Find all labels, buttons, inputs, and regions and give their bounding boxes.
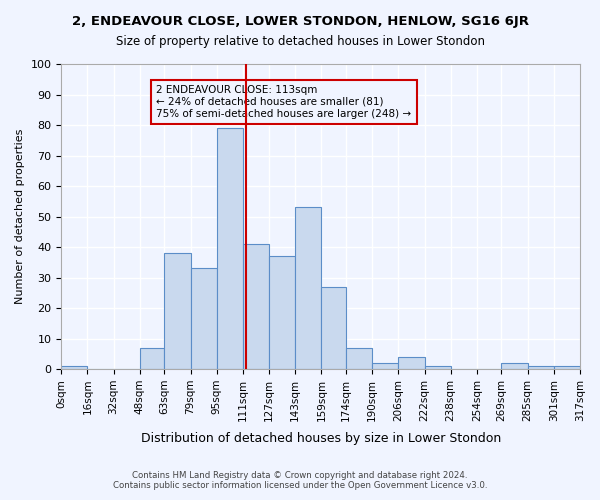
Bar [140, 348, 164, 369]
Bar [322, 286, 346, 369]
Text: Contains HM Land Registry data © Crown copyright and database right 2024.
Contai: Contains HM Land Registry data © Crown c… [113, 470, 487, 490]
Bar [164, 253, 191, 369]
Text: 2 ENDEAVOUR CLOSE: 113sqm
← 24% of detached houses are smaller (81)
75% of semi-: 2 ENDEAVOUR CLOSE: 113sqm ← 24% of detac… [156, 86, 412, 118]
Bar [269, 256, 295, 369]
Bar [502, 363, 527, 369]
Text: Size of property relative to detached houses in Lower Stondon: Size of property relative to detached ho… [115, 35, 485, 48]
Bar [61, 366, 88, 369]
Bar [295, 208, 322, 369]
Bar [527, 366, 554, 369]
Bar [191, 268, 217, 369]
Bar [346, 348, 372, 369]
Bar [554, 366, 580, 369]
X-axis label: Distribution of detached houses by size in Lower Stondon: Distribution of detached houses by size … [140, 432, 501, 445]
Y-axis label: Number of detached properties: Number of detached properties [15, 129, 25, 304]
Bar [398, 357, 425, 369]
Bar [243, 244, 269, 369]
Bar [372, 363, 398, 369]
Text: 2, ENDEAVOUR CLOSE, LOWER STONDON, HENLOW, SG16 6JR: 2, ENDEAVOUR CLOSE, LOWER STONDON, HENLO… [71, 15, 529, 28]
Bar [217, 128, 243, 369]
Bar [425, 366, 451, 369]
